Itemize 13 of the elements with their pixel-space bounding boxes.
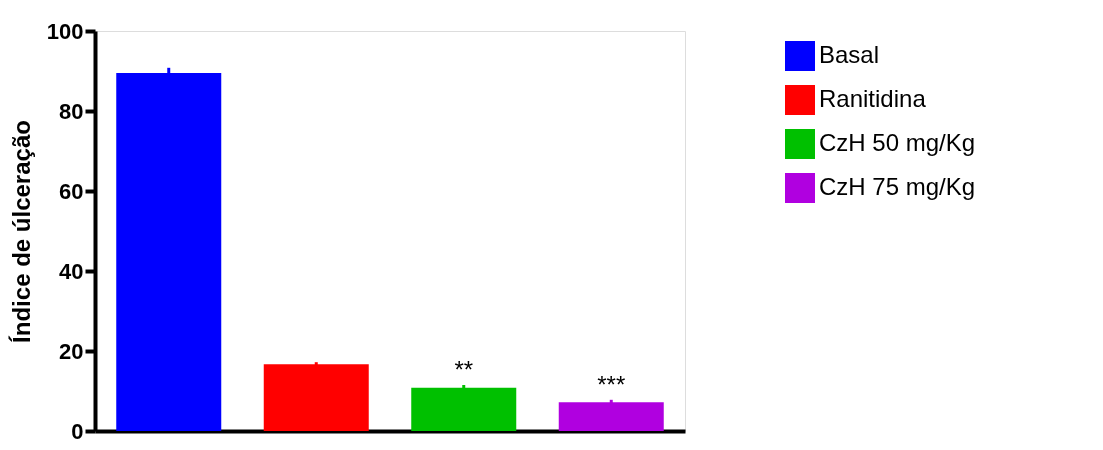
y-tick-label: 20 xyxy=(59,338,84,364)
y-tick-label: 100 xyxy=(46,18,84,44)
y-tick-label: 40 xyxy=(59,258,84,284)
y-axis-title: Índice de úlceração xyxy=(7,120,35,343)
legend-label: Ranitidina xyxy=(819,85,927,112)
y-tick-label: 0 xyxy=(71,418,84,444)
y-tick-label: 60 xyxy=(59,178,84,204)
legend-label: CzH 50 mg/Kg xyxy=(819,129,976,156)
y-tick-label: 80 xyxy=(59,98,84,124)
annotation: *** xyxy=(597,370,626,398)
legend-label: CzH 75 mg/Kg xyxy=(819,173,976,200)
annotation: ** xyxy=(454,356,474,383)
legend-label: Basal xyxy=(819,41,880,68)
